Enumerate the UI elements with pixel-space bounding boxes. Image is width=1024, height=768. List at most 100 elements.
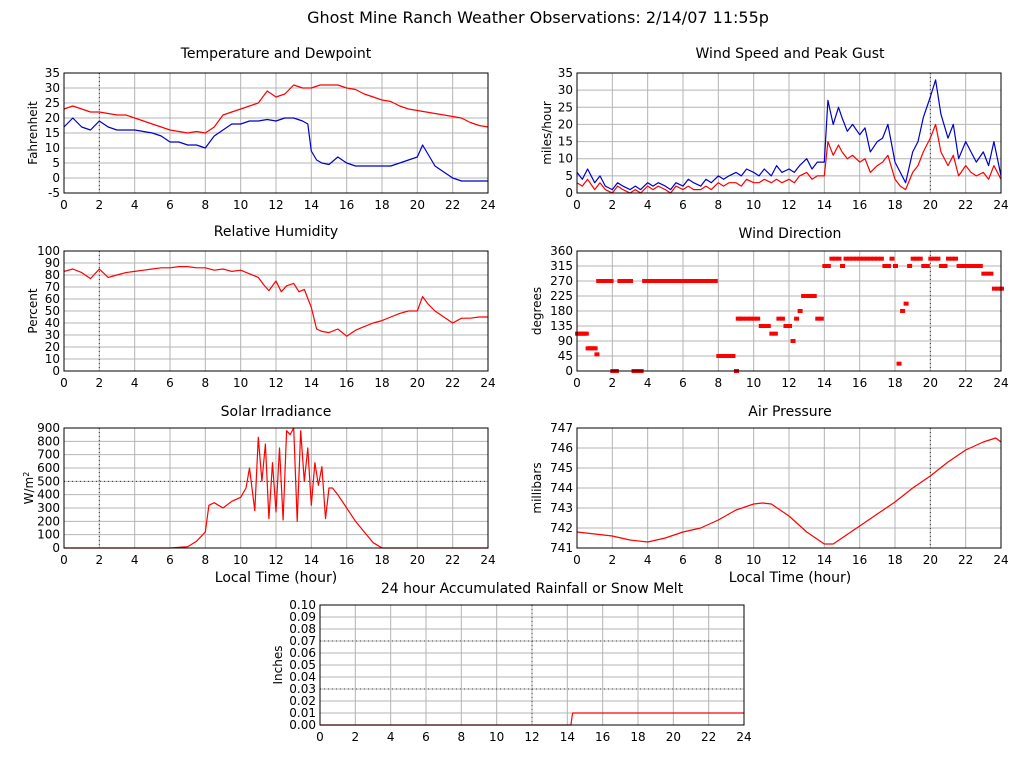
y-tick-label: 30 [45, 328, 60, 342]
data-point [836, 256, 842, 261]
data-point [832, 256, 838, 261]
y-tick-label: 0.09 [289, 610, 316, 624]
data-point [878, 256, 884, 261]
data-point [896, 361, 902, 366]
x-tick-label: 8 [715, 376, 723, 390]
x-tick-label: 18 [887, 553, 902, 567]
data-point [772, 331, 778, 336]
x-tick-label: 10 [746, 376, 761, 390]
data-point [783, 324, 789, 328]
x-tick-label: 22 [445, 553, 460, 567]
data-point [628, 279, 633, 283]
y-tick-label: 100 [37, 528, 60, 542]
x-tick-label: 8 [715, 553, 723, 567]
y-tick-label: 15 [558, 135, 573, 149]
x-tick-label: 8 [715, 198, 723, 212]
y-tick-label: 50 [45, 304, 60, 318]
x-tick-label: 16 [339, 198, 354, 212]
data-point [974, 264, 980, 268]
data-point [882, 264, 888, 268]
x-tick-label: 22 [958, 376, 973, 390]
x-tick-label: 22 [445, 198, 460, 212]
chart-title: Wind Speed and Peak Gust [696, 46, 885, 62]
x-tick-label: 12 [781, 376, 796, 390]
y-tick-label: 0 [565, 364, 573, 378]
x-tick-label: 6 [679, 198, 687, 212]
x-tick-label: 18 [374, 553, 389, 567]
x-tick-label: 18 [374, 198, 389, 212]
x-tick-label: 8 [458, 730, 466, 744]
y-tick-label: 0 [565, 186, 573, 200]
data-point [719, 354, 725, 358]
y-tick-label: 5 [52, 156, 60, 170]
data-point [818, 316, 824, 321]
x-tick-label: 20 [410, 198, 425, 212]
y-tick-label: 315 [550, 259, 573, 273]
x-tick-label: 24 [736, 730, 751, 744]
x-tick-label: 4 [387, 730, 395, 744]
x-tick-label: 16 [852, 198, 867, 212]
x-tick-label: 24 [993, 553, 1008, 567]
chart-title: Wind Direction [739, 226, 842, 242]
data-point [698, 279, 704, 283]
y-tick-label: 20 [45, 340, 60, 354]
data-point [758, 324, 764, 328]
data-point [737, 316, 743, 321]
x-tick-label: 12 [781, 198, 796, 212]
y-tick-label: 20 [558, 117, 573, 131]
data-point [840, 264, 845, 268]
x-tick-label: 20 [923, 376, 938, 390]
x-tick-label: 24 [993, 376, 1008, 390]
x-tick-label: 8 [202, 376, 210, 390]
x-tick-label: 6 [166, 376, 174, 390]
chart-solar: 0 2 4 6 8 10 12 14 16 18 20 22 240100200300400500600… [22, 404, 496, 586]
data-point [907, 264, 913, 268]
x-tick-label: 2 [96, 376, 104, 390]
series-blue-line [576, 79, 1002, 191]
main-title: Ghost Mine Ranch Weather Observations: 2… [307, 8, 769, 27]
x-tick-label: 18 [374, 376, 389, 390]
x-tick-label: 0 [316, 730, 324, 744]
data-point [829, 256, 835, 261]
y-tick-label: 35 [45, 66, 60, 80]
y-tick-label: -5 [48, 186, 60, 200]
plot-frame [576, 72, 1002, 194]
y-tick-label: 200 [37, 514, 60, 528]
data-point [730, 354, 736, 358]
y-tick-label: 0 [52, 364, 60, 378]
chart-title: Temperature and Dewpoint [180, 46, 372, 62]
data-point [642, 279, 648, 283]
data-point [822, 264, 828, 268]
x-tick-label: 0 [60, 553, 68, 567]
y-tick-label: 90 [558, 334, 573, 348]
chart-title: Air Pressure [748, 404, 831, 420]
data-point [889, 256, 895, 261]
x-tick-label: 12 [268, 376, 283, 390]
data-point [984, 271, 990, 276]
data-point [594, 352, 600, 357]
x-tick-label: 20 [923, 553, 938, 567]
y-tick-label: 25 [558, 100, 573, 114]
y-tick-label: 180 [550, 304, 573, 318]
y-tick-label: 800 [37, 434, 60, 448]
x-tick-label: 4 [131, 376, 139, 390]
y-tick-label: 400 [37, 488, 60, 502]
x-tick-label: 12 [268, 553, 283, 567]
data-point [931, 256, 937, 261]
x-tick-label: 16 [852, 553, 867, 567]
x-tick-label: 4 [644, 376, 652, 390]
y-tick-label: 30 [558, 83, 573, 97]
data-point [910, 256, 916, 261]
y-tick-label: 35 [558, 66, 573, 80]
x-axis-label: Local Time (hour) [729, 570, 851, 586]
y-axis-label: millibars [530, 462, 544, 513]
y-tick-label: 0.08 [289, 622, 316, 636]
x-tick-label: 14 [817, 198, 832, 212]
data-point [935, 256, 941, 261]
data-point [797, 309, 803, 313]
data-point [716, 354, 722, 358]
x-tick-label: 20 [410, 553, 425, 567]
data-point [608, 279, 614, 283]
y-tick-label: 741 [550, 541, 573, 555]
x-tick-label: 10 [233, 553, 248, 567]
